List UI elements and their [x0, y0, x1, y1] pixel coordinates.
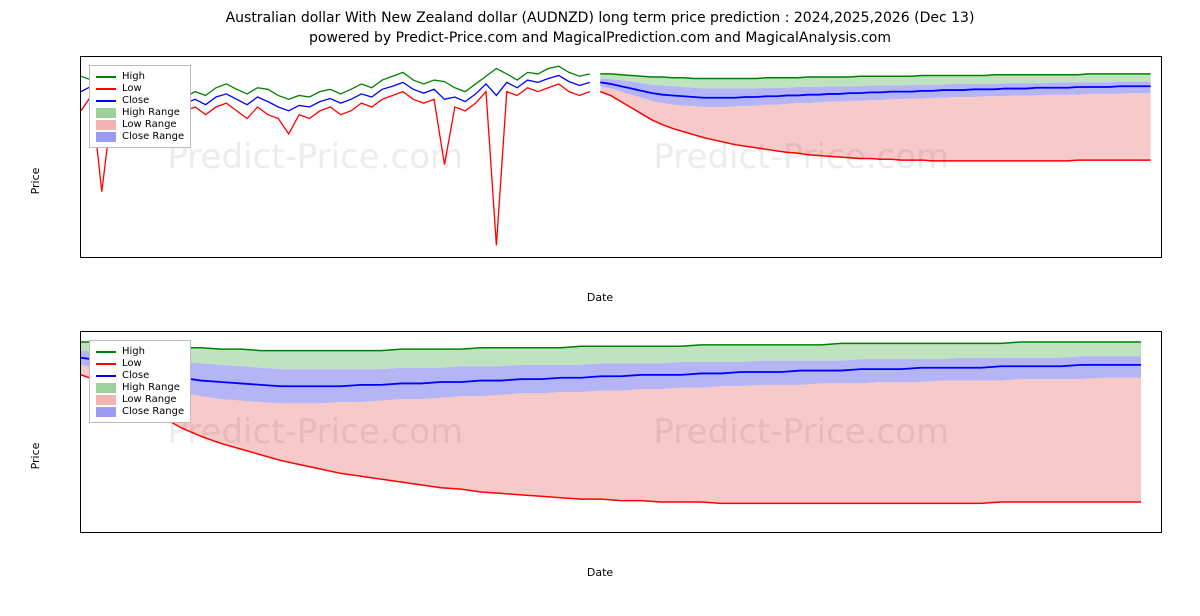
chart-1: 0.900.951.001.051.102023-012023-072024-0…	[10, 56, 1190, 306]
chart-1-ylabel: Price	[29, 168, 42, 195]
legend: HighLowCloseHigh RangeLow RangeClose Ran…	[89, 65, 191, 148]
legend-label: Close	[122, 95, 149, 106]
legend-swatch	[96, 363, 116, 365]
legend-item: Close Range	[96, 131, 184, 142]
legend-label: Close	[122, 370, 149, 381]
legend-item: Close	[96, 370, 184, 381]
legend-swatch	[96, 351, 116, 353]
legend-label: Close Range	[122, 406, 184, 417]
legend-swatch	[96, 407, 116, 417]
chart-svg	[81, 57, 1161, 257]
legend-swatch	[96, 132, 116, 142]
legend-item: Close Range	[96, 406, 184, 417]
legend-swatch	[96, 395, 116, 405]
chart-2: 0.981.001.021.041.061.081.102025-012025-…	[10, 331, 1190, 581]
chart-svg	[81, 332, 1161, 532]
legend-label: High Range	[122, 382, 180, 393]
chart-2-ylabel: Price	[29, 443, 42, 470]
legend-item: Close	[96, 95, 184, 106]
chart-title: Australian dollar With New Zealand dolla…	[10, 10, 1190, 26]
legend-item: Low	[96, 83, 184, 94]
legend-item: High	[96, 71, 184, 82]
legend-item: Low	[96, 358, 184, 369]
legend-swatch	[96, 375, 116, 377]
legend-item: High Range	[96, 107, 184, 118]
legend: HighLowCloseHigh RangeLow RangeClose Ran…	[89, 340, 191, 423]
legend-swatch	[96, 76, 116, 78]
legend-label: High	[122, 71, 145, 82]
legend-label: High Range	[122, 107, 180, 118]
legend-item: Low Range	[96, 394, 184, 405]
legend-item: High Range	[96, 382, 184, 393]
legend-label: Close Range	[122, 131, 184, 142]
legend-label: High	[122, 346, 145, 357]
legend-label: Low Range	[122, 394, 177, 405]
legend-label: Low	[122, 83, 142, 94]
legend-swatch	[96, 108, 116, 118]
chart-2-plot-area: 0.981.001.021.041.061.081.102025-012025-…	[80, 331, 1162, 533]
legend-swatch	[96, 88, 116, 90]
chart-1-plot-area: 0.900.951.001.051.102023-012023-072024-0…	[80, 56, 1162, 258]
legend-label: Low	[122, 358, 142, 369]
legend-swatch	[96, 120, 116, 130]
chart-subtitle: powered by Predict-Price.com and Magical…	[10, 30, 1190, 46]
legend-label: Low Range	[122, 119, 177, 130]
legend-item: Low Range	[96, 119, 184, 130]
chart-2-xlabel: Date	[587, 566, 613, 579]
chart-1-xlabel: Date	[587, 291, 613, 304]
legend-item: High	[96, 346, 184, 357]
legend-swatch	[96, 383, 116, 393]
legend-swatch	[96, 100, 116, 102]
